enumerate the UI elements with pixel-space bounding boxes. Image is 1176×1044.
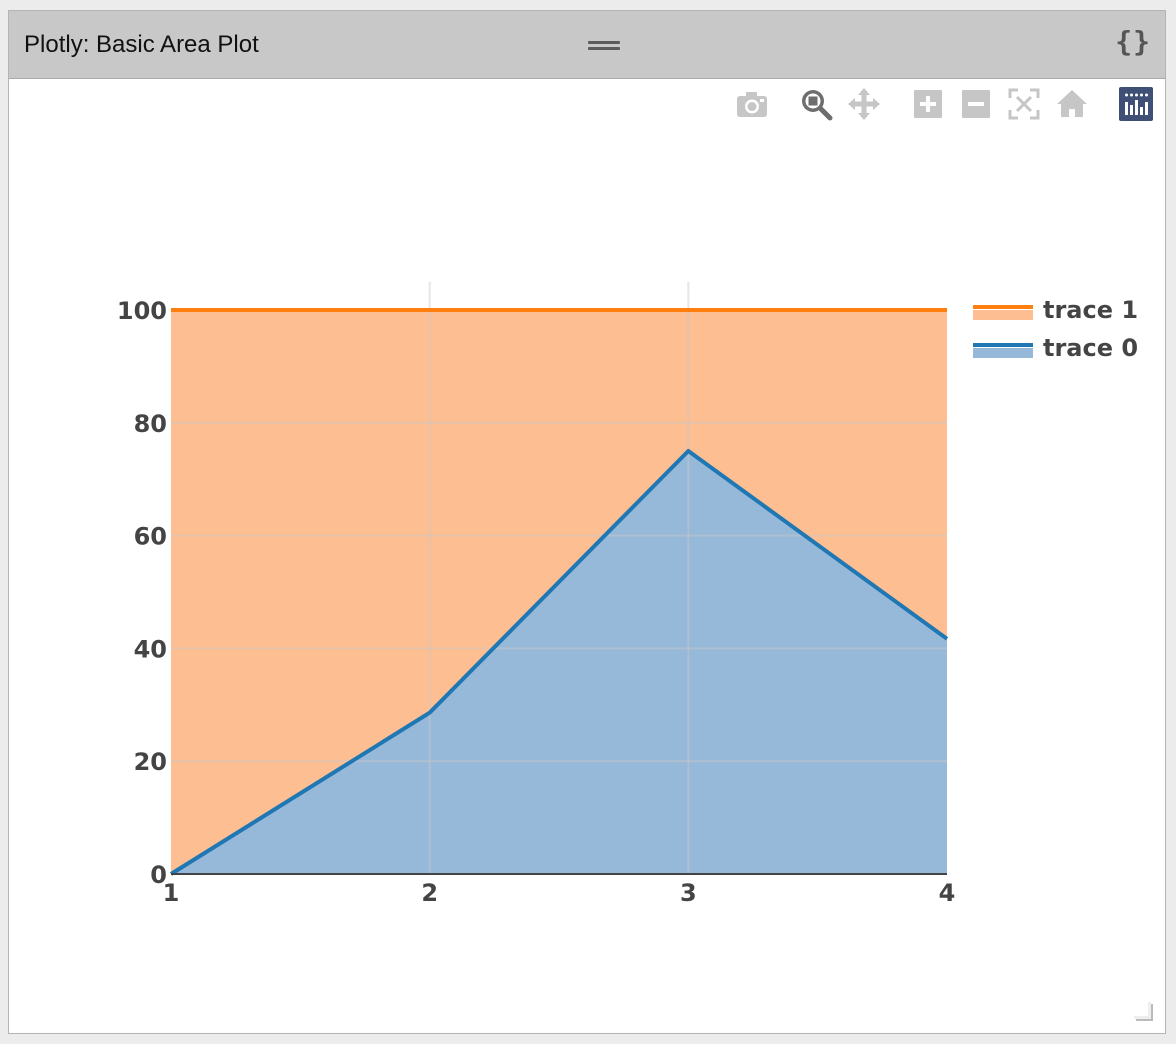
legend-item-trace-0: trace 0 [973, 334, 1138, 362]
zoom-icon [802, 90, 833, 121]
zoom-out-button[interactable] [959, 87, 993, 121]
y-tick-label: 0 [150, 861, 167, 889]
area-fill-trace-0 [171, 451, 947, 874]
legend-swatch-fill [973, 310, 1033, 320]
y-tick-label: 20 [134, 748, 167, 776]
pan-icon [848, 88, 880, 120]
x-tick-label: 4 [939, 879, 956, 907]
legend-label: trace 0 [1043, 334, 1138, 362]
autoscale-icon [1008, 88, 1040, 120]
code-toggle-button[interactable]: {} [1115, 25, 1151, 58]
legend-label: trace 1 [1043, 296, 1138, 324]
chart-axes: 0 20 40 60 80 100 1 2 3 4 [117, 297, 955, 907]
y-tick-label: 60 [134, 523, 167, 551]
plotly-logo-button[interactable] [1119, 87, 1153, 121]
drag-handle-icon[interactable] [588, 39, 620, 53]
area-fills [171, 310, 947, 874]
area-chart[interactable]: 0 20 40 60 80 100 1 2 3 4 trace 1 trace 0 [9, 11, 1165, 1033]
plus-square-icon [914, 90, 942, 118]
chart-legend: trace 1 trace 0 [973, 296, 1138, 362]
reset-axes-button[interactable] [1055, 87, 1089, 121]
plot-panel: Plotly: Basic Area Plot {} [8, 10, 1166, 1034]
y-tick-label: 80 [134, 410, 167, 438]
legend-item-trace-1: trace 1 [973, 296, 1138, 324]
series-line-trace-0 [169, 449, 949, 876]
x-tick-label: 2 [421, 879, 438, 907]
zoom-in-button[interactable] [911, 87, 945, 121]
camera-icon [737, 92, 767, 117]
x-tick-label: 3 [680, 879, 697, 907]
modebar [9, 87, 1165, 127]
autoscale-button[interactable] [1007, 87, 1041, 121]
series-lines [169, 308, 949, 876]
zoom-button[interactable] [799, 87, 833, 121]
legend-swatch-fill [973, 348, 1033, 358]
area-fill-trace-1 [171, 310, 947, 874]
home-icon [1057, 90, 1087, 117]
minus-square-icon [962, 90, 990, 118]
plotly-logo-icon [1119, 87, 1153, 121]
panel-title: Plotly: Basic Area Plot [24, 31, 259, 58]
x-tick-label: 1 [163, 879, 180, 907]
y-tick-label: 100 [117, 297, 167, 325]
download-png-button[interactable] [735, 87, 769, 121]
resize-handle-icon[interactable] [1134, 1002, 1151, 1019]
panel-titlebar: Plotly: Basic Area Plot {} [9, 11, 1165, 79]
pan-button[interactable] [847, 87, 881, 121]
y-tick-label: 40 [134, 635, 167, 663]
